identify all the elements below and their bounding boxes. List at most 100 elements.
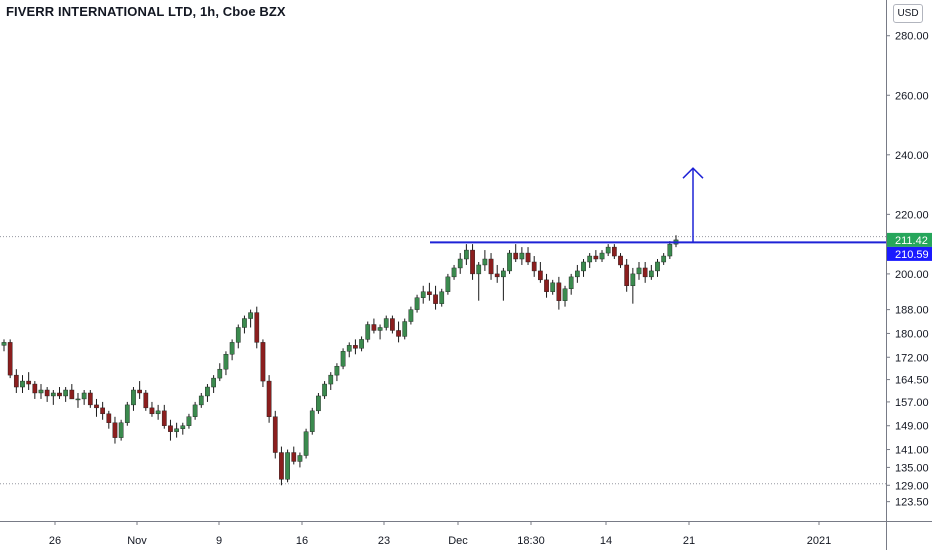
candle-body xyxy=(630,273,636,287)
candle-body xyxy=(26,380,32,385)
candle-body xyxy=(75,398,81,401)
candle-body xyxy=(501,270,506,278)
candle-body xyxy=(44,389,50,397)
candle-body xyxy=(174,428,179,432)
candle-body xyxy=(94,404,99,409)
candle-body xyxy=(63,389,69,397)
candle-body xyxy=(235,327,241,343)
price-label-bg xyxy=(887,246,932,261)
candle-body xyxy=(328,374,334,385)
candle-body xyxy=(470,249,475,275)
candle-body xyxy=(32,383,38,394)
candle-body xyxy=(50,392,56,397)
candle-body xyxy=(340,351,346,367)
candle-body xyxy=(223,354,229,370)
candle-body xyxy=(137,389,142,394)
candle-body xyxy=(581,261,586,272)
candle-body xyxy=(143,392,149,409)
candle-body xyxy=(642,267,648,278)
candle-body xyxy=(402,321,408,337)
candle-body xyxy=(217,368,223,379)
candle-body xyxy=(494,273,500,278)
candle-body xyxy=(408,309,414,322)
candle-body xyxy=(568,276,574,289)
candle-body xyxy=(346,345,352,352)
candle-body xyxy=(538,270,543,281)
candle-body xyxy=(13,374,19,388)
y-tick-label: 123.50 xyxy=(895,497,929,509)
candle-body xyxy=(242,318,247,328)
candle-body xyxy=(636,267,642,275)
candle-body xyxy=(451,267,457,278)
y-tick-label: 157.00 xyxy=(895,397,929,409)
breakout-arrow-head xyxy=(682,167,704,179)
candle-body xyxy=(211,377,216,388)
candle-body xyxy=(544,279,549,292)
candle-body xyxy=(531,261,537,272)
candle-body xyxy=(593,255,599,260)
x-tick-label: 2021 xyxy=(807,535,831,547)
x-tick-label: 14 xyxy=(600,535,612,547)
candle-body xyxy=(168,425,173,432)
candle-body xyxy=(260,342,266,382)
x-tick-label: 23 xyxy=(378,535,390,547)
candle-body xyxy=(334,365,340,376)
candle-body xyxy=(322,383,327,397)
candle-body xyxy=(661,255,667,263)
currency-button[interactable]: USD xyxy=(893,4,923,23)
candle-body xyxy=(186,416,192,426)
candle-body xyxy=(377,327,383,331)
candle-body xyxy=(131,389,136,406)
chart-title: FIVERR INTERNATIONAL LTD, 1h, Cboe BZX xyxy=(6,4,286,19)
candle-body xyxy=(599,252,605,260)
candle-body xyxy=(229,342,235,355)
candle-body xyxy=(7,342,13,376)
y-tick-label: 280.00 xyxy=(895,31,929,43)
candle-body xyxy=(550,282,556,292)
candle-body xyxy=(87,392,93,406)
candle-body xyxy=(149,407,155,415)
candle-body xyxy=(124,404,130,423)
candle-body xyxy=(414,297,420,310)
candle-body xyxy=(291,452,297,462)
candle-body xyxy=(513,252,519,260)
candle-body xyxy=(655,261,660,272)
price-label-text: 210.59 xyxy=(895,249,929,261)
candle-body xyxy=(605,246,611,254)
candle-body xyxy=(359,339,364,349)
candle-body xyxy=(371,324,377,331)
candle-body xyxy=(464,249,469,260)
y-tick-label: 129.00 xyxy=(895,480,929,492)
y-tick-label: 200.00 xyxy=(895,269,929,281)
x-tick-label: 21 xyxy=(683,535,695,547)
y-tick-label: 260.00 xyxy=(895,90,929,102)
candle-body xyxy=(556,282,562,301)
candle-body xyxy=(180,425,186,429)
candle-body xyxy=(20,380,25,388)
x-tick-label: 18:30 xyxy=(517,535,545,547)
candle-body xyxy=(38,389,44,394)
candle-body xyxy=(161,410,167,426)
y-tick-label: 135.00 xyxy=(895,462,929,474)
candle-body xyxy=(396,330,401,337)
candle-body xyxy=(519,252,525,260)
candle-body xyxy=(383,318,389,328)
y-tick-label: 141.00 xyxy=(895,445,929,457)
candle-body xyxy=(648,270,654,278)
x-tick-label: 26 xyxy=(49,535,61,547)
candle-body xyxy=(81,392,87,400)
y-tick-label: 220.00 xyxy=(895,209,929,221)
candle-body xyxy=(420,291,426,298)
price-label-bg xyxy=(887,232,932,247)
candle-body xyxy=(525,252,531,263)
candle-body xyxy=(1,342,7,346)
candle-body xyxy=(507,252,512,272)
x-tick-label: Dec xyxy=(448,535,468,547)
candle-body xyxy=(266,380,272,417)
candle-body xyxy=(316,395,321,412)
candle-body xyxy=(611,246,617,257)
x-tick-label: Nov xyxy=(127,535,147,547)
candle-body xyxy=(445,276,451,292)
